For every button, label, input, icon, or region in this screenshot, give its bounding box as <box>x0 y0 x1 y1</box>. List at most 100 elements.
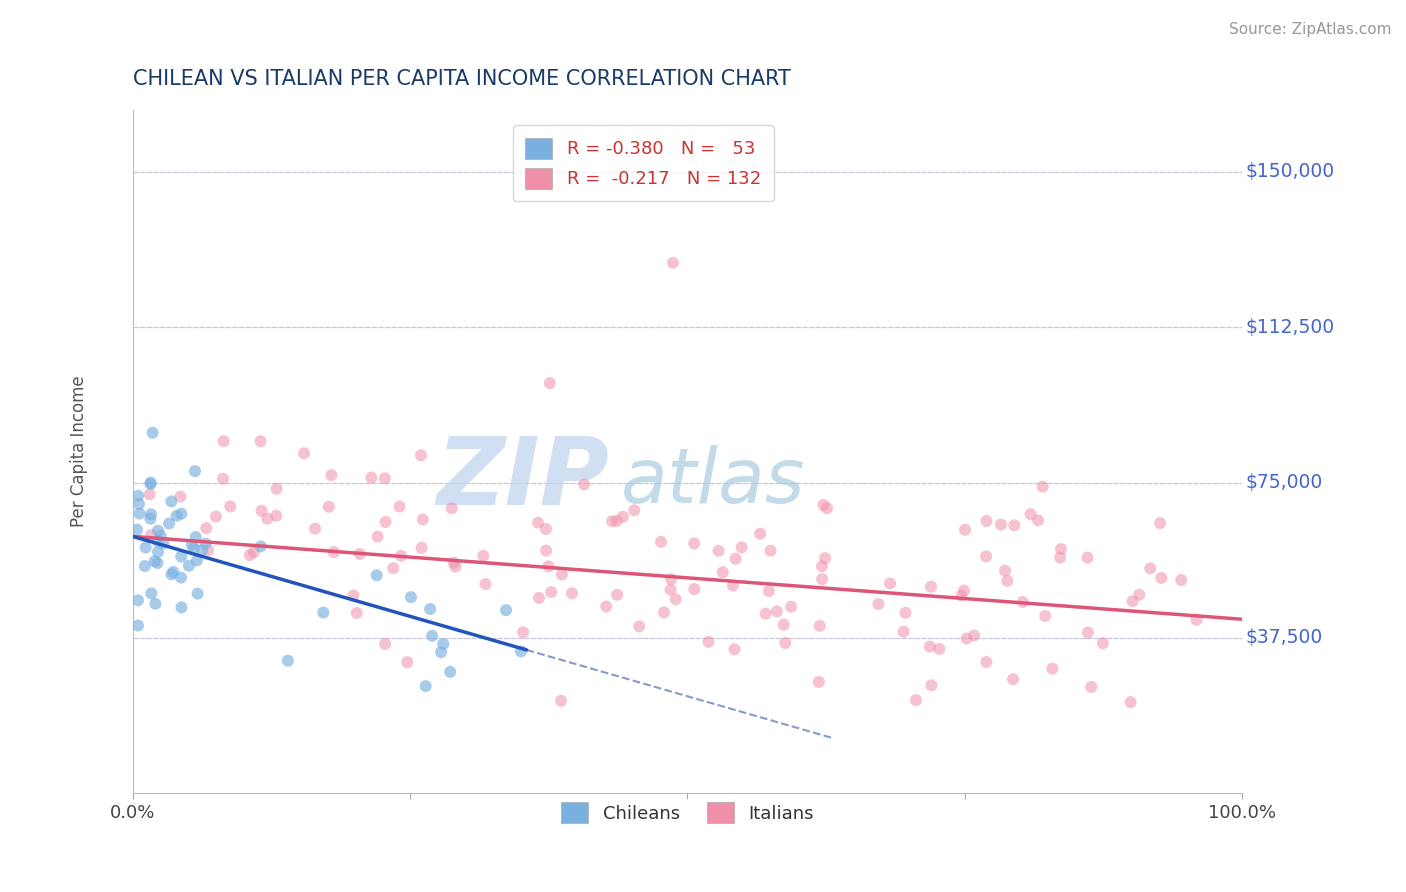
Point <box>472 549 495 563</box>
Point <box>775 636 797 650</box>
Point <box>963 628 986 642</box>
Point <box>893 624 915 639</box>
Point <box>780 599 803 614</box>
Point <box>495 603 517 617</box>
Point <box>149 529 172 543</box>
Point <box>186 553 208 567</box>
Point <box>219 500 242 514</box>
Text: ZIP: ZIP <box>437 433 610 524</box>
Point <box>166 508 188 523</box>
Legend: Chileans, Italians: Chileans, Italians <box>553 793 823 832</box>
Point <box>550 694 572 708</box>
Point <box>758 584 780 599</box>
Point <box>659 582 682 597</box>
Point <box>953 523 976 537</box>
Text: Source: ZipAtlas.com: Source: ZipAtlas.com <box>1229 22 1392 37</box>
Point <box>312 606 335 620</box>
Point <box>194 536 217 550</box>
Point <box>512 625 534 640</box>
Point <box>572 477 595 491</box>
Point <box>146 534 169 549</box>
Point <box>439 665 461 679</box>
Point <box>1019 507 1042 521</box>
Point <box>920 678 942 692</box>
Point <box>415 679 437 693</box>
Point <box>134 559 156 574</box>
Point <box>443 556 465 570</box>
Point <box>277 654 299 668</box>
Point <box>304 522 326 536</box>
Point <box>606 588 628 602</box>
Point <box>540 585 562 599</box>
Point <box>141 586 163 600</box>
Point <box>953 583 976 598</box>
Point <box>650 534 672 549</box>
Point <box>127 489 149 503</box>
Point <box>813 498 835 512</box>
Point <box>879 576 901 591</box>
Point <box>411 541 433 555</box>
Point <box>125 523 148 537</box>
Point <box>1032 480 1054 494</box>
Point <box>1050 542 1073 557</box>
Point <box>724 551 747 566</box>
Text: atlas: atlas <box>621 445 806 519</box>
Point <box>374 471 396 485</box>
Point <box>1040 662 1063 676</box>
Point <box>412 512 434 526</box>
Point <box>205 509 228 524</box>
Point <box>346 606 368 620</box>
Point <box>721 578 744 592</box>
Point <box>990 517 1012 532</box>
Point <box>537 559 560 574</box>
Point <box>440 501 463 516</box>
Text: $150,000: $150,000 <box>1246 162 1334 181</box>
Point <box>139 508 162 522</box>
Point <box>950 589 973 603</box>
Point <box>145 597 167 611</box>
Point <box>197 543 219 558</box>
Point <box>1033 609 1056 624</box>
Point <box>561 586 583 600</box>
Point <box>266 508 288 523</box>
Point <box>382 561 405 575</box>
Point <box>811 572 834 586</box>
Point <box>318 500 340 514</box>
Point <box>1091 636 1114 650</box>
Point <box>811 559 834 574</box>
Point <box>141 425 163 440</box>
Point <box>534 543 557 558</box>
Point <box>711 566 734 580</box>
Point <box>195 521 218 535</box>
Point <box>755 607 778 621</box>
Point <box>527 516 550 530</box>
Point <box>146 556 169 570</box>
Point <box>170 549 193 564</box>
Point <box>162 565 184 579</box>
Point <box>177 558 200 573</box>
Point <box>1077 625 1099 640</box>
Point <box>1049 550 1071 565</box>
Point <box>1080 680 1102 694</box>
Point <box>1150 571 1173 585</box>
Point <box>683 582 706 596</box>
Point <box>1185 613 1208 627</box>
Point <box>444 559 467 574</box>
Point <box>191 543 214 558</box>
Point <box>409 448 432 462</box>
Point <box>1128 588 1150 602</box>
Point <box>243 545 266 559</box>
Point <box>974 549 997 564</box>
Point <box>868 597 890 611</box>
Point <box>292 446 315 460</box>
Point <box>1122 594 1144 608</box>
Point <box>187 587 209 601</box>
Point <box>808 619 831 633</box>
Point <box>628 619 651 633</box>
Point <box>160 567 183 582</box>
Point <box>723 642 745 657</box>
Point <box>759 543 782 558</box>
Text: $37,500: $37,500 <box>1246 629 1323 648</box>
Point <box>152 536 174 550</box>
Point <box>321 468 343 483</box>
